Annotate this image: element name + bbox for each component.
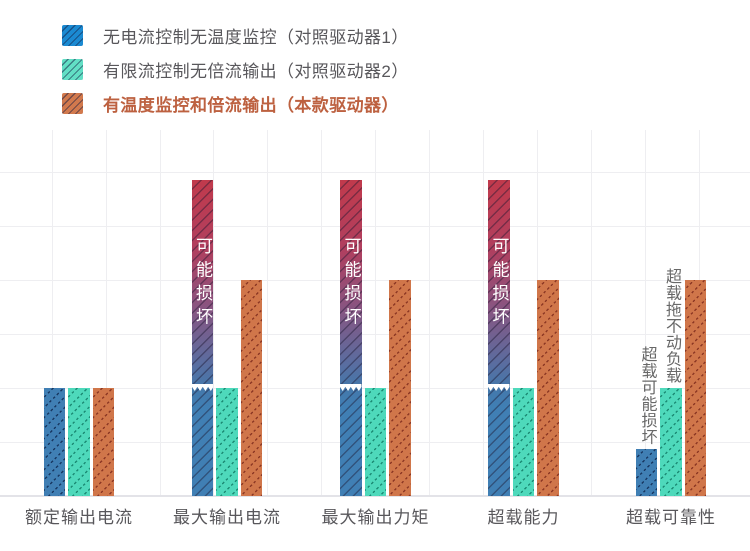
bar-annotation: 超载可能损坏	[638, 346, 656, 446]
gridline-horizontal	[0, 279, 750, 281]
bar-超载能力-series3	[537, 279, 559, 496]
gridline-horizontal	[0, 333, 750, 335]
gridline-vertical	[51, 130, 53, 496]
bar-额定输出电流-series2	[68, 387, 90, 496]
legend-item-this-driver: 有温度监控和倍流输出（本款驱动器）	[62, 93, 409, 115]
overflow-bar-label: 可能损坏	[489, 237, 509, 332]
x-axis-label-5: 超载可靠性	[626, 508, 716, 527]
legend-swatch-blue-hatch-icon	[62, 25, 83, 46]
x-axis-label-3: 最大输出力矩	[321, 508, 430, 527]
x-axis-label-2: 最大输出电流	[173, 508, 281, 527]
bar-超载可靠性-series1	[635, 449, 658, 496]
legend: 无电流控制无温度监控（对照驱动器1） 有限流控制无倍流输出（对照驱动器2） 有温…	[62, 25, 409, 127]
gridline-vertical	[321, 130, 323, 496]
gridline-vertical	[159, 130, 161, 496]
gridline-horizontal	[0, 225, 750, 227]
bar-最大输出力矩-series1: 可能损坏	[340, 180, 362, 496]
overflow-bar-label: 可能损坏	[341, 237, 361, 332]
gridline-vertical	[590, 130, 592, 496]
gridline-vertical	[213, 130, 215, 496]
bar-最大输出电流-series3	[240, 279, 263, 496]
legend-label-driver2: 有限流控制无倍流输出（对照驱动器2）	[103, 62, 409, 81]
bar-额定输出电流-series3	[92, 387, 115, 496]
gridline-vertical	[482, 130, 484, 496]
bar-最大输出电流-series1: 可能损坏	[191, 180, 214, 496]
bar-超载可靠性-series2	[660, 387, 682, 496]
gridline-vertical	[429, 130, 430, 496]
legend-swatch-teal-hatch-icon	[62, 59, 83, 80]
gridline-horizontal	[0, 171, 750, 173]
overflow-bar-label: 可能损坏	[193, 237, 212, 332]
legend-label-driver1: 无电流控制无温度监控（对照驱动器1）	[103, 28, 409, 47]
legend-swatch-orange-hatch-icon	[62, 93, 83, 114]
bar-超载能力-series1: 可能损坏	[488, 180, 510, 496]
gridline-vertical	[375, 130, 377, 496]
scale-break-zigzag-icon	[340, 384, 362, 392]
gridline-vertical	[267, 130, 269, 496]
legend-item-driver1: 无电流控制无温度监控（对照驱动器1）	[62, 25, 409, 47]
scale-break-zigzag-icon	[191, 384, 214, 392]
x-axis-label-4: 超载能力	[487, 508, 560, 527]
bar-额定输出电流-series1	[43, 387, 66, 496]
x-axis-label-1: 额定输出电流	[25, 508, 133, 527]
gridline-vertical	[105, 130, 107, 496]
bar-超载能力-series2	[512, 387, 535, 496]
x-axis-baseline	[0, 494, 750, 497]
gridline-vertical	[644, 130, 646, 496]
bar-超载可靠性-series3	[684, 279, 707, 496]
bar-最大输出力矩-series3	[389, 279, 411, 496]
legend-item-driver2: 有限流控制无倍流输出（对照驱动器2）	[62, 59, 409, 81]
bar-annotation: 超载拖不动负载	[663, 268, 680, 384]
bar-最大输出电流-series2	[216, 387, 238, 496]
legend-label-this-driver: 有温度监控和倍流输出（本款驱动器）	[103, 96, 399, 115]
scale-break-zigzag-icon	[488, 384, 510, 392]
bar-最大输出力矩-series2	[364, 387, 387, 496]
